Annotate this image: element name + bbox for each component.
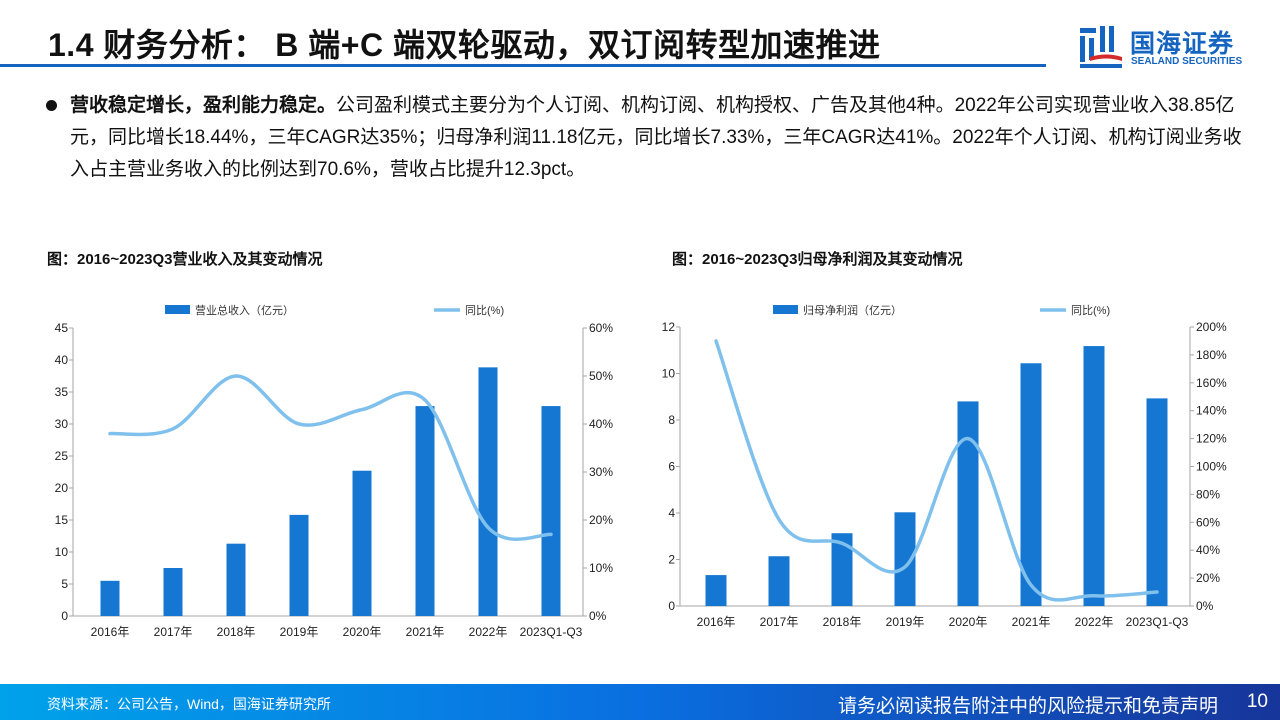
- bullet-text: 公司盈利模式主要分为个人订阅、机构订阅、机构授权、广告及其他4种。2022年公司…: [70, 95, 1242, 180]
- right-tick-label: 180%: [1196, 348, 1227, 362]
- right-tick-label: 60%: [589, 321, 613, 335]
- x-tick-label: 2022年: [469, 625, 508, 639]
- bar: [1020, 363, 1042, 606]
- source-note: 资料来源：公司公告，Wind，国海证券研究所: [47, 696, 331, 712]
- bar: [705, 575, 727, 606]
- bar: [768, 556, 790, 606]
- x-tick-label: 2018年: [823, 615, 862, 629]
- right-tick-label: 80%: [1196, 487, 1220, 501]
- footer-bar: 资料来源：公司公告，Wind，国海证券研究所 请务必阅读报告附注中的风险提示和免…: [0, 684, 1280, 720]
- x-tick-label: 2019年: [886, 615, 925, 629]
- right-tick-label: 10%: [589, 561, 613, 575]
- sealand-logo: 国海证券 SEALAND SECURITIES: [1078, 24, 1258, 70]
- bar: [100, 580, 120, 616]
- bar: [541, 406, 561, 616]
- left-tick-label: 5: [61, 577, 68, 591]
- left-tick-label: 25: [55, 449, 69, 463]
- bar: [352, 470, 372, 616]
- chart-caption-net-profit: 图：2016~2023Q3归母净利润及其变动情况: [672, 251, 963, 268]
- bar: [894, 512, 916, 606]
- x-tick-label: 2019年: [280, 625, 319, 639]
- right-tick-label: 30%: [589, 465, 613, 479]
- x-tick-label: 2018年: [217, 625, 256, 639]
- x-tick-label: 2021年: [1012, 615, 1051, 629]
- bar: [478, 367, 498, 616]
- yoy-line: [108, 374, 553, 541]
- legend-bar-swatch: [773, 305, 798, 314]
- logo-mark-icon: [1080, 26, 1122, 68]
- x-tick-label: 2020年: [343, 625, 382, 639]
- left-tick-label: 10: [662, 367, 676, 381]
- x-tick-label: 2017年: [154, 625, 193, 639]
- right-tick-label: 40%: [1196, 543, 1220, 557]
- bullet-lead: 营收稳定增长，盈利能力稳定。: [70, 95, 337, 116]
- left-tick-label: 0: [668, 599, 675, 613]
- x-tick-label: 2021年: [406, 625, 445, 639]
- title-divider: [0, 64, 1046, 67]
- right-tick-label: 120%: [1196, 432, 1227, 446]
- right-tick-label: 0%: [1196, 599, 1214, 613]
- bar: [289, 514, 309, 616]
- legend-line-label: 同比(%): [465, 304, 504, 317]
- bar: [226, 543, 246, 616]
- left-tick-label: 45: [55, 321, 69, 335]
- right-tick-label: 50%: [589, 369, 613, 383]
- left-tick-label: 6: [668, 460, 675, 474]
- x-tick-label: 2022年: [1075, 615, 1114, 629]
- left-tick-label: 12: [662, 320, 676, 334]
- bar: [415, 406, 435, 616]
- legend-bar-label: 营业总收入（亿元）: [195, 303, 294, 317]
- x-tick-label: 2016年: [697, 615, 736, 629]
- left-tick-label: 2: [668, 553, 675, 567]
- right-tick-label: 140%: [1196, 404, 1227, 418]
- right-tick-label: 160%: [1196, 376, 1227, 390]
- x-tick-label: 2023Q1-Q3: [520, 625, 583, 639]
- left-tick-label: 40: [55, 353, 69, 367]
- left-tick-label: 4: [668, 506, 675, 520]
- x-tick-label: 2023Q1-Q3: [1126, 615, 1189, 629]
- page-title: 1.4 财务分析： B 端+C 端双轮驱动，双订阅转型加速推进: [48, 27, 881, 63]
- legend-bar-label: 归母净利润（亿元）: [803, 303, 902, 317]
- bar: [831, 533, 853, 606]
- right-tick-label: 200%: [1196, 320, 1227, 334]
- x-tick-label: 2017年: [760, 615, 799, 629]
- summary-bullet: 营收稳定增长，盈利能力稳定。公司盈利模式主要分为个人订阅、机构订阅、机构授权、广…: [46, 90, 1246, 186]
- left-tick-label: 8: [668, 413, 675, 427]
- legend-bar-swatch: [165, 305, 190, 314]
- bar: [1083, 346, 1105, 606]
- x-tick-label: 2020年: [949, 615, 988, 629]
- disclaimer: 请务必阅读报告附注中的风险提示和免责声明: [837, 696, 1218, 717]
- right-tick-label: 60%: [1196, 515, 1220, 529]
- bar: [163, 568, 183, 616]
- bar: [957, 401, 979, 606]
- page-number: 10: [1246, 691, 1268, 712]
- right-tick-label: 100%: [1196, 460, 1227, 474]
- yoy-line: [714, 339, 1159, 602]
- x-tick-label: 2016年: [91, 625, 130, 639]
- legend-line-label: 同比(%): [1071, 304, 1110, 317]
- logo-name-en: SEALAND SECURITIES: [1131, 56, 1243, 67]
- chart-caption-revenue: 图：2016~2023Q3营业收入及其变动情况: [47, 251, 323, 268]
- left-tick-label: 0: [61, 609, 68, 623]
- left-tick-label: 15: [55, 513, 69, 527]
- bullet-icon: [46, 100, 57, 111]
- right-tick-label: 20%: [1196, 571, 1220, 585]
- left-tick-label: 10: [55, 545, 69, 559]
- left-tick-label: 30: [55, 417, 69, 431]
- left-tick-label: 20: [55, 481, 69, 495]
- bar: [1146, 398, 1168, 606]
- right-tick-label: 40%: [589, 417, 613, 431]
- right-tick-label: 20%: [589, 513, 613, 527]
- logo-name-cn: 国海证券: [1130, 30, 1235, 58]
- left-tick-label: 35: [55, 385, 69, 399]
- right-tick-label: 0%: [589, 609, 607, 623]
